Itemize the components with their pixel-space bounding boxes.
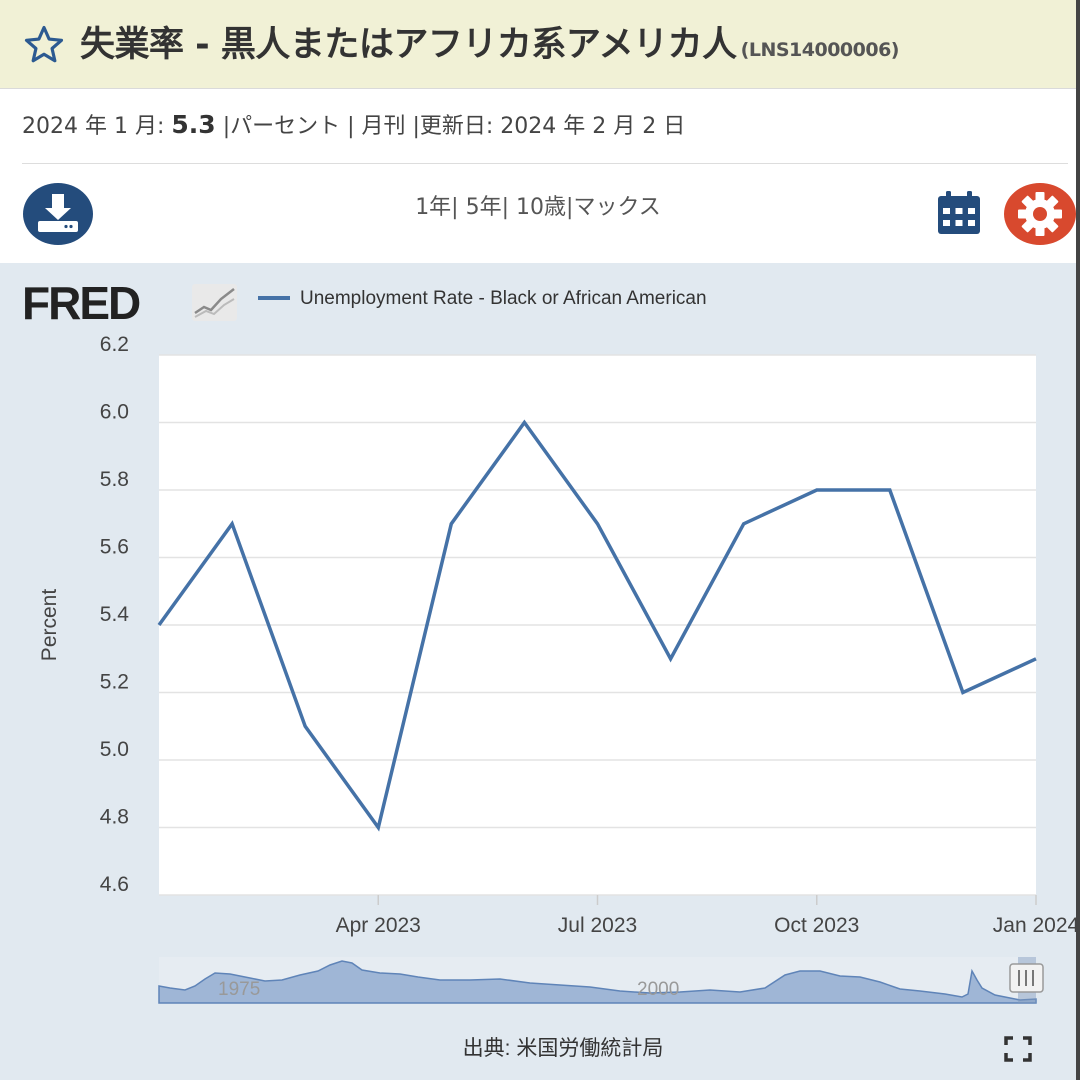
series-meta: 2024 年 1 月: 5.3 |パーセント | 月刊 |更新日: 2024 年… bbox=[22, 108, 685, 140]
legend-label: Unemployment Rate - Black or African Ame… bbox=[300, 288, 707, 309]
meta-date: 2024 年 1 月: bbox=[22, 114, 165, 139]
y-tick-label: 6.2 bbox=[100, 333, 129, 356]
calendar-icon[interactable] bbox=[936, 190, 982, 236]
date-range-selector: 1年| 5年| 10歳|マックス bbox=[0, 189, 1076, 221]
download-button[interactable] bbox=[23, 183, 93, 245]
x-tick-label: Jan 2024 bbox=[993, 914, 1080, 937]
navigator[interactable]: 1975 2000 bbox=[158, 957, 1044, 1004]
latest-value: 5.3 bbox=[171, 110, 216, 139]
fred-logo-text: FRED bbox=[22, 281, 140, 325]
page-title: 失業率 - 黒人またはアフリカ系アメリカ人 (LNS14000006) bbox=[80, 16, 899, 67]
series-title: 失業率 - 黒人またはアフリカ系アメリカ人 bbox=[80, 25, 737, 65]
y-axis-title: Percent bbox=[38, 589, 61, 662]
navigator-label-1975: 1975 bbox=[218, 979, 260, 1000]
source-note: 出典: 米国労働統計局 bbox=[463, 1037, 664, 1060]
y-tick-label: 5.6 bbox=[100, 536, 129, 559]
y-tick-label: 6.0 bbox=[100, 401, 129, 424]
y-tick-label: 5.2 bbox=[100, 671, 129, 694]
y-tick-label: 5.0 bbox=[100, 738, 129, 761]
y-tick-label: 4.6 bbox=[100, 873, 129, 896]
meta-details: |パーセント | 月刊 |更新日: 2024 年 2 月 2 日 bbox=[222, 114, 686, 139]
x-tick-label: Apr 2023 bbox=[336, 914, 421, 937]
x-tick-label: Jul 2023 bbox=[558, 914, 637, 937]
navigator-label-2000: 2000 bbox=[637, 979, 679, 1000]
title-bar: 失業率 - 黒人またはアフリカ系アメリカ人 (LNS14000006) bbox=[0, 0, 1076, 89]
settings-button[interactable] bbox=[1004, 183, 1076, 245]
range-max[interactable]: マックス bbox=[573, 195, 661, 220]
y-tick-label: 5.8 bbox=[100, 468, 129, 491]
y-tick-label: 4.8 bbox=[100, 806, 129, 829]
series-id: (LNS14000006) bbox=[740, 39, 900, 61]
download-icon bbox=[38, 194, 78, 232]
x-tick-label: Oct 2023 bbox=[774, 914, 859, 937]
gear-icon bbox=[1018, 192, 1062, 236]
fred-logo: FRED bbox=[22, 281, 237, 325]
range-10y[interactable]: 10歳| bbox=[516, 195, 574, 220]
range-1y[interactable]: 1年| bbox=[415, 195, 459, 220]
series-line bbox=[157, 419, 1037, 832]
navigator-handle[interactable] bbox=[1009, 963, 1044, 993]
navigator-area bbox=[158, 960, 1037, 1004]
star-outline-icon[interactable] bbox=[22, 24, 66, 66]
divider bbox=[22, 163, 1068, 164]
y-tick-label: 5.4 bbox=[100, 603, 130, 626]
fullscreen-icon[interactable] bbox=[1004, 1036, 1032, 1062]
range-5y[interactable]: 5年| bbox=[465, 195, 510, 220]
